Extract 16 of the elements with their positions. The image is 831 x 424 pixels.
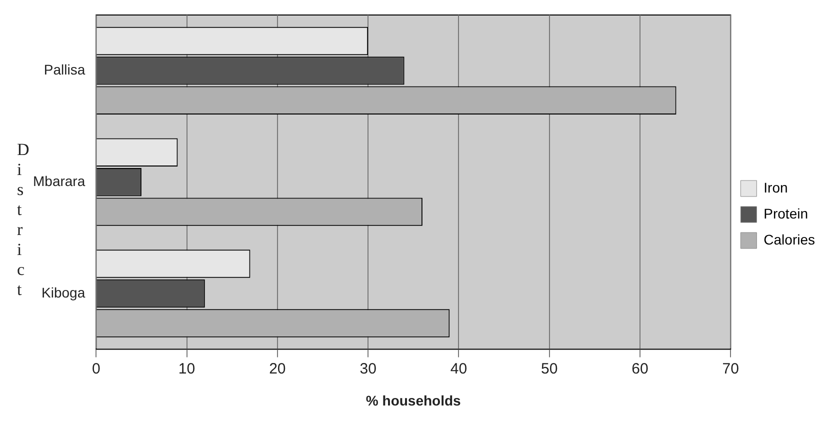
y-axis-title: District xyxy=(16,140,30,300)
legend-label: Protein xyxy=(764,205,808,222)
legend-label: Iron xyxy=(764,179,788,196)
x-tick-label: 50 xyxy=(541,360,558,378)
x-tick-label: 70 xyxy=(722,360,739,378)
x-tick-label: 20 xyxy=(269,360,286,378)
y-tick-label: Pallisa xyxy=(44,62,86,78)
x-tick-label: 0 xyxy=(92,360,100,378)
x-tick-label: 40 xyxy=(450,360,468,378)
y-tick-label: Kiboga xyxy=(42,284,86,300)
legend-label: Calories xyxy=(764,231,816,248)
y-tick-label: Mbarara xyxy=(32,172,86,189)
x-tick-label: 30 xyxy=(360,360,376,378)
x-axis-title: % households xyxy=(366,392,462,408)
x-tick-label: 60 xyxy=(632,360,648,378)
x-tick-label: 10 xyxy=(178,360,196,378)
